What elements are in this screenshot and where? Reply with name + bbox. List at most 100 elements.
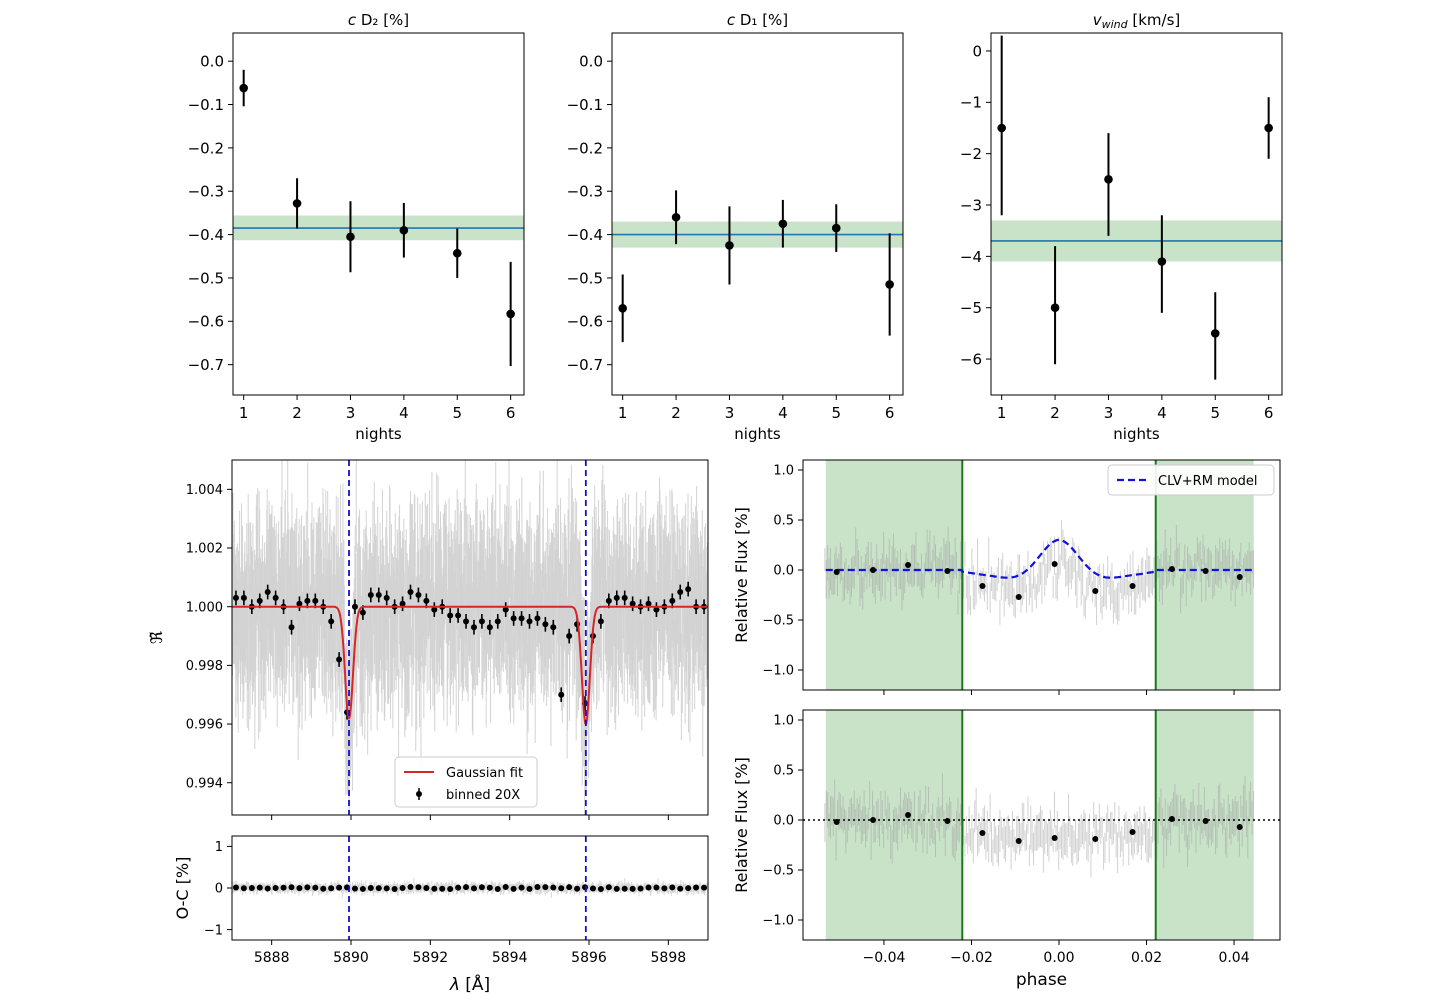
x-tick-label: 4: [778, 404, 788, 422]
binned-point: [669, 597, 676, 604]
binned-residual-point: [351, 885, 358, 892]
binned-residual-point: [478, 884, 485, 891]
axes-frame: [802, 709, 1281, 941]
binned-residual-point: [383, 885, 390, 892]
legend: CLV+RM model: [1107, 464, 1275, 496]
y-tick-label: −0.5: [762, 864, 794, 879]
binned-point: [296, 600, 303, 607]
y-tick-label: 0.998: [186, 659, 223, 674]
y-tick-label: −3: [960, 196, 982, 214]
x-tick-label: 6: [885, 404, 895, 422]
binned-residual-point: [526, 885, 533, 892]
data-point: [831, 223, 841, 233]
x-tick-label: −0.02: [950, 950, 993, 966]
x-tick-label: 4: [1157, 404, 1167, 422]
binned-residual-point: [518, 884, 525, 891]
panel-title: c D₂ [%]: [348, 11, 409, 29]
x-axis-label: phase: [1016, 970, 1067, 990]
panel-vwind: 0 −1 −2 −3 −4 −5 −6 1 2 3 4 5 6 nights vwind [km/s]: [960, 11, 1283, 443]
binned-point: [375, 591, 382, 598]
data-point: [778, 219, 788, 229]
x-axis-label: nights: [734, 425, 781, 443]
binned-flux-point: [1129, 829, 1136, 835]
data-point: [1050, 303, 1060, 313]
binned-residual-point: [423, 884, 430, 891]
residuals-plot-area: [232, 877, 708, 898]
legend-frame: [1107, 464, 1275, 496]
data-point: [1210, 329, 1220, 338]
x-tick-label: 0.00: [1043, 950, 1074, 966]
binned-point: [367, 591, 374, 598]
legend-frame: [394, 756, 538, 808]
binned-flux-point: [1092, 588, 1099, 594]
binned-point: [566, 633, 573, 640]
binned-flux-point: [870, 567, 877, 573]
y-tick-label: −0.4: [188, 226, 224, 244]
title-rest: D₂ [%]: [356, 11, 409, 29]
binned-residual-point: [367, 885, 374, 892]
title-subscript: wind: [1102, 18, 1129, 31]
binned-residual-point: [613, 885, 620, 892]
binned-point: [256, 597, 263, 604]
x-tick-label: 5896: [571, 950, 607, 966]
y-axis-label: ℜ̃: [147, 630, 166, 644]
binned-point: [351, 603, 358, 610]
binned-point: [526, 618, 533, 625]
x-axis-label-rest: [Å]: [460, 973, 490, 995]
x-tick-label: 1: [997, 404, 1007, 422]
binned-point: [431, 606, 438, 613]
out-of-transit-region: [825, 460, 963, 690]
binned-residual-point: [661, 885, 668, 892]
binned-point: [542, 621, 549, 628]
binned-point: [399, 600, 406, 607]
legend-binned-label: binned 20X: [446, 788, 520, 803]
panel-cD2: 0.0 −0.1 −0.2 −0.3 −0.4 −0.5 −0.6 −0.7 1 2 3 4 5 6 nig…: [188, 11, 525, 443]
binned-residual-point: [574, 885, 581, 892]
x-tick-label: 0.04: [1218, 950, 1249, 966]
binned-residual-point: [455, 884, 462, 891]
binned-point: [518, 615, 525, 622]
panel-title: c D₁ [%]: [727, 11, 788, 29]
binned-point: [510, 615, 517, 622]
binned-residual-point: [248, 884, 255, 891]
y-tick-label: 1.002: [186, 542, 223, 557]
y-tick-label: 0.994: [186, 776, 223, 791]
binned-flux-point: [979, 830, 986, 836]
binned-flux-point: [944, 568, 951, 574]
x-tick-label: 5: [452, 404, 462, 422]
y-tick-label: −0.5: [567, 269, 603, 287]
y-tick-label: −0.5: [188, 269, 224, 287]
binned-residual-point: [463, 884, 470, 891]
axes-frame: [611, 32, 904, 396]
y-tick-label: −0.6: [188, 313, 224, 331]
data-point: [1157, 257, 1167, 266]
x-tick-label: 3: [346, 404, 356, 422]
y-axis-label: Relative Flux [%]: [732, 757, 751, 893]
binned-point: [550, 624, 557, 631]
binned-point: [383, 594, 390, 601]
binned-residual-point: [256, 884, 263, 891]
y-tick-label: −5: [960, 299, 982, 317]
panel-cD1: 0.0 −0.1 −0.2 −0.3 −0.4 −0.5 −0.6 −0.7 1 2 3 4 5 6 nig…: [567, 11, 904, 443]
binned-residual-point: [510, 885, 517, 892]
binned-point: [272, 594, 279, 601]
y-tick-label: 1.0: [773, 714, 794, 729]
panel-lightcurve_residual: 1.0 0.5 0.0 −0.5 −1.0 −0.04 −0.02 0.00 0.02 0.04 R…: [732, 709, 1281, 990]
title-rest: D₁ [%]: [735, 11, 788, 29]
binned-flux-point: [1236, 574, 1243, 580]
x-tick-label: 1: [239, 404, 249, 422]
binned-point: [288, 624, 295, 631]
binned-point: [558, 691, 565, 698]
binned-flux-point: [905, 562, 912, 568]
y-tick-label: −0.4: [567, 226, 603, 244]
binned-point: [653, 606, 660, 613]
binned-flux-point: [1168, 816, 1175, 822]
x-tick-label: 4: [399, 404, 409, 422]
binned-point: [415, 591, 422, 598]
binned-flux-point: [1051, 835, 1058, 841]
data-point: [1104, 175, 1113, 184]
data-point: [506, 309, 515, 319]
x-tick-label: −0.04: [863, 950, 906, 966]
binned-residual-point: [653, 884, 660, 891]
binned-point: [613, 594, 620, 601]
